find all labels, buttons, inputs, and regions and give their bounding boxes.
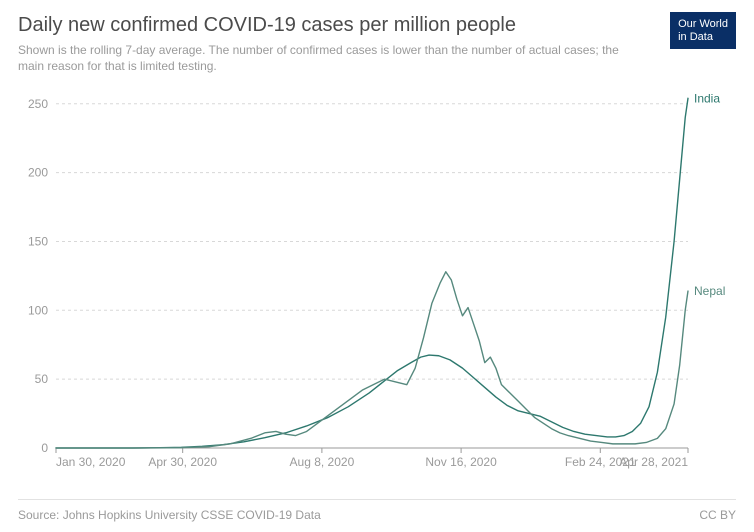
svg-text:India: India [694,91,720,105]
chart-area: 0 50 100 150 200 250 Jan 30, 2020 Apr 30, 2020 A… [18,84,736,472]
svg-text:100: 100 [28,303,48,317]
svg-text:250: 250 [28,97,48,111]
owid-logo: Our World in Data [670,12,736,49]
owid-chart-card: { "logo": {"line1":"Our World","line2":"… [0,0,754,532]
license-text: CC BY [699,508,736,522]
logo-line-1: Our World [678,18,728,31]
chart-title: Daily new confirmed COVID-19 cases per m… [18,14,516,37]
svg-text:Aug 8, 2020: Aug 8, 2020 [290,455,355,469]
logo-line-2: in Data [678,31,728,44]
svg-text:Apr 30, 2020: Apr 30, 2020 [148,455,217,469]
svg-text:Nov 16, 2020: Nov 16, 2020 [425,455,497,469]
svg-text:Jan 30, 2020: Jan 30, 2020 [56,455,126,469]
svg-text:50: 50 [35,372,49,386]
chart-subtitle: Shown is the rolling 7-day average. The … [18,42,644,74]
chart-footer: Source: Johns Hopkins University CSSE CO… [18,499,736,522]
line-chart: 0 50 100 150 200 250 Jan 30, 2020 Apr 30, 2020 A… [18,84,736,472]
source-text: Source: Johns Hopkins University CSSE CO… [18,508,321,522]
svg-text:Nepal: Nepal [694,284,725,298]
svg-text:150: 150 [28,234,48,248]
svg-text:0: 0 [41,441,48,455]
svg-text:200: 200 [28,166,48,180]
svg-text:Apr 28, 2021: Apr 28, 2021 [619,455,688,469]
